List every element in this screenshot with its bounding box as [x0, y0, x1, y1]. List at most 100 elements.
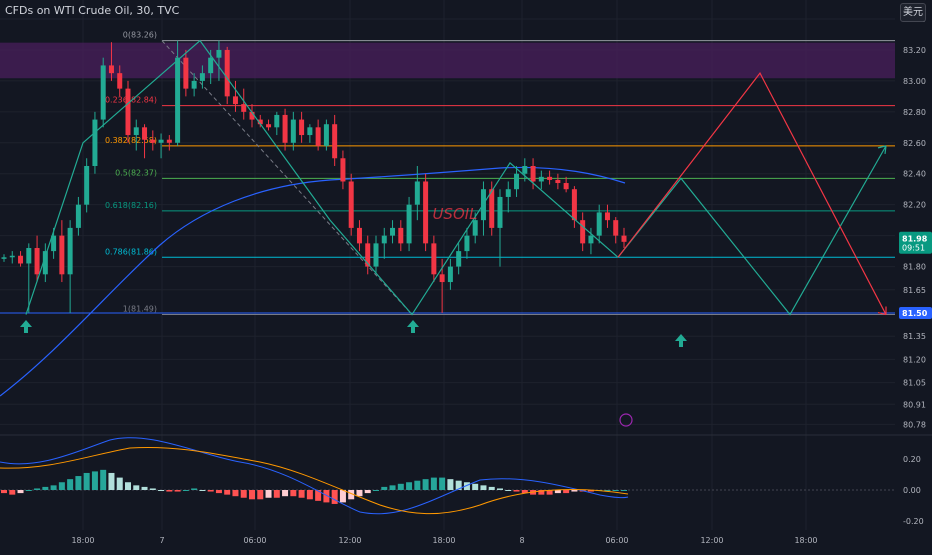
macd-histogram-bar	[17, 490, 24, 494]
macd-histogram-bar	[621, 490, 627, 491]
macd-histogram-bar	[472, 483, 479, 490]
candle-body	[117, 73, 123, 89]
projection-down-arrowhead	[877, 306, 887, 316]
macd-histogram-bar	[430, 477, 437, 490]
buy-arrow-icon	[407, 320, 419, 333]
candle-body	[323, 124, 329, 146]
macd-histogram-bar	[257, 490, 264, 500]
candle-body	[208, 57, 214, 74]
candle-body	[373, 243, 379, 267]
fib-label-0.786: 0.786(81.86)	[105, 247, 157, 256]
candle-body	[274, 114, 280, 128]
macd-histogram-bar	[364, 490, 371, 494]
candle-body	[348, 181, 354, 228]
buy-arrow-icon	[20, 320, 32, 333]
buy-arrow-icon	[675, 334, 687, 347]
fib-zone-band	[0, 42, 895, 79]
candle-body	[42, 251, 48, 275]
macd-histogram-bar	[298, 490, 305, 498]
candle-body	[604, 212, 610, 221]
countdown-value: 09:51	[902, 244, 925, 253]
macd-histogram-bar	[240, 490, 247, 498]
macd-histogram-bar	[133, 485, 140, 490]
macd-histogram-bar	[381, 486, 388, 490]
candle-body	[613, 220, 619, 236]
macd-histogram-bar	[224, 490, 231, 495]
macd-tick-label: 0.00	[903, 486, 921, 495]
candle-body	[307, 127, 313, 136]
candle-body	[26, 248, 32, 264]
macd-histogram-bar	[282, 490, 289, 497]
candle-body	[489, 189, 495, 228]
price-tick-label: 81.65	[903, 286, 926, 295]
candle-body	[547, 176, 553, 180]
macd-histogram-bar	[265, 490, 272, 498]
macd-histogram-bar	[125, 482, 131, 490]
candle-body	[100, 65, 106, 120]
price-tick-label: 82.20	[903, 201, 926, 210]
candle-body	[464, 235, 470, 252]
time-tick-label: 8	[519, 536, 524, 545]
time-tick-label: 06:00	[243, 536, 266, 545]
candle-body	[505, 189, 511, 197]
candle-body	[315, 127, 321, 146]
last-price-value: 81.98	[902, 235, 928, 244]
price-tick-label: 81.35	[903, 332, 926, 341]
candle-body	[290, 119, 296, 143]
candle-body	[84, 166, 90, 205]
price-tick-label: 81.20	[903, 355, 926, 364]
macd-histogram-bar	[174, 490, 181, 492]
candle-body	[538, 176, 544, 182]
candle-body	[563, 183, 569, 190]
macd-histogram-bar	[158, 490, 165, 491]
macd-histogram-bar	[373, 490, 379, 491]
candle-body	[472, 220, 478, 236]
candle-body	[18, 255, 24, 264]
candle-body	[216, 49, 222, 58]
candle-body	[299, 119, 305, 136]
candle-body	[381, 235, 387, 244]
macd-histogram-bar	[521, 490, 528, 494]
candle-body	[92, 119, 98, 166]
candle-body	[356, 227, 362, 244]
candle-body	[257, 119, 263, 125]
zigzag-pattern-line	[25, 39, 619, 316]
fib-label-1: 1(81.49)	[123, 305, 157, 314]
candle-body	[9, 255, 15, 258]
candle-body	[588, 235, 594, 244]
currency-button[interactable]: 美元	[900, 3, 926, 22]
macd-histogram-bar	[306, 490, 313, 500]
macd-histogram-bar	[42, 486, 49, 490]
macd-histogram-bar	[447, 479, 454, 490]
macd-histogram-bar	[587, 490, 594, 492]
candle-body	[249, 111, 255, 120]
macd-histogram-bar	[75, 476, 82, 490]
macd-histogram-bar	[356, 490, 363, 497]
fib-label-0.618: 0.618(82.16)	[105, 201, 157, 210]
candle-body	[59, 235, 65, 275]
candle-body	[232, 96, 238, 105]
candle-body	[497, 196, 503, 228]
macd-histogram-bar	[116, 477, 123, 490]
macd-histogram-bar	[100, 469, 107, 490]
time-tick-label: 18:00	[71, 536, 94, 545]
macd-histogram-bar	[612, 490, 619, 491]
candle-body	[175, 57, 181, 143]
macd-histogram-bar	[323, 490, 330, 503]
macd-histogram-bar	[563, 490, 570, 494]
symbol-title: CFDs on WTI Crude Oil, 30, TVC	[5, 4, 180, 17]
price-tick-label: 80.91	[903, 400, 926, 409]
candle-body	[431, 243, 437, 275]
candle-body	[142, 127, 148, 140]
candle-body	[75, 204, 81, 228]
candle-body	[51, 235, 57, 252]
candle-body	[423, 181, 429, 244]
macd-histogram-bar	[315, 490, 322, 501]
candle-body	[34, 248, 40, 275]
macd-histogram-bar	[463, 482, 470, 490]
price-axis-panel	[898, 0, 932, 550]
macd-histogram-bar	[34, 488, 41, 490]
candle-body	[580, 220, 586, 244]
